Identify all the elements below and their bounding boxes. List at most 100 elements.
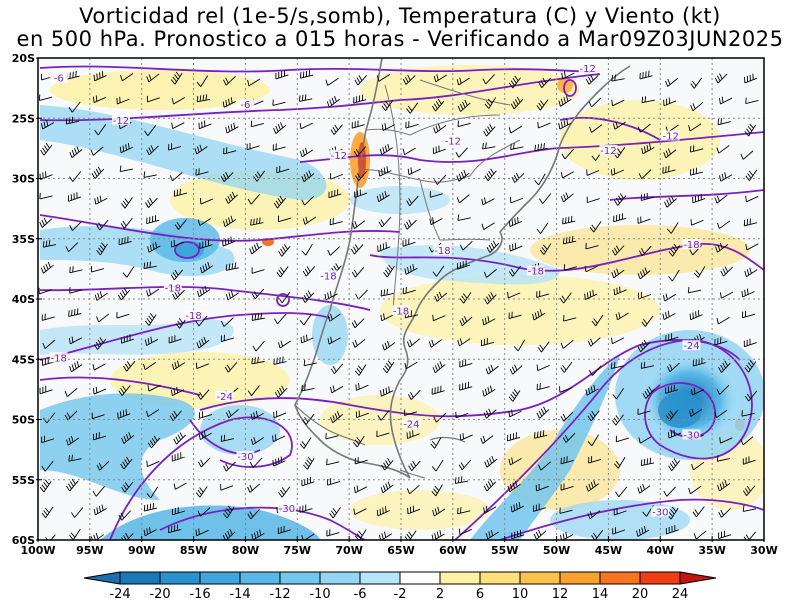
- wind-barb: [247, 483, 261, 493]
- temperature-label-bg: [319, 270, 338, 281]
- wind-barb: [40, 261, 54, 274]
- wind-barb: [483, 505, 497, 514]
- wind-barb: [665, 77, 679, 87]
- wind-barb: [301, 384, 315, 392]
- wind-barb: [41, 435, 55, 444]
- wind-barb: [432, 361, 446, 374]
- temperature-label-bg: [682, 238, 701, 249]
- latitude-label: 25S: [12, 112, 35, 125]
- wind-barb: [381, 99, 394, 111]
- wind-barb: [402, 147, 416, 156]
- wind-barb: [641, 143, 655, 155]
- wind-barb: [459, 316, 473, 327]
- wind-barb: [714, 409, 728, 418]
- wind-barb: [537, 122, 551, 129]
- wind-barb: [353, 485, 368, 494]
- wind-barb: [251, 288, 265, 300]
- latitude-label: 35S: [12, 233, 35, 246]
- wind-barb: [611, 268, 625, 279]
- wind-barb: [719, 291, 734, 299]
- wind-barb: [613, 508, 627, 516]
- wind-barb: [458, 459, 472, 471]
- wind-barb: [96, 313, 110, 323]
- wind-barb: [383, 264, 395, 278]
- colorbar-label: 20: [632, 587, 649, 600]
- wind-barb: [714, 337, 728, 346]
- wind-barb: [406, 195, 419, 207]
- wind-barb: [249, 242, 263, 255]
- colorbar-label: 24: [672, 587, 689, 600]
- wind-barb: [170, 71, 183, 85]
- longitude-labels: 100W 95W 90W 85W 80W 75W 70W 65W 60W 55W 50W 45W 40W…: [20, 536, 778, 557]
- wind-barb: [640, 457, 655, 467]
- colorbar-segment: [479, 571, 521, 585]
- wind-barb: [351, 220, 366, 229]
- temperature-label-bg: [277, 502, 296, 513]
- wind-barb: [667, 429, 682, 439]
- wind-barb: [381, 457, 394, 471]
- temperature-label: -24: [403, 420, 419, 431]
- wind-barb: [663, 148, 677, 159]
- wind-barb: [90, 146, 104, 156]
- wind-barb: [327, 313, 341, 322]
- wind-barb: [561, 148, 574, 160]
- wind-barb: [147, 384, 161, 392]
- wind-barb: [303, 456, 315, 470]
- wind-barb: [688, 123, 702, 132]
- latitude-label: 20S: [12, 52, 35, 65]
- wind-barb: [378, 166, 392, 177]
- wind-barb: [121, 334, 134, 344]
- wind-barb: [561, 71, 575, 80]
- wind-barb: [251, 529, 265, 540]
- wind-barb: [143, 171, 157, 178]
- wind-barb: [39, 217, 53, 228]
- wind-barb: [560, 456, 574, 465]
- wind-barb: [299, 437, 312, 449]
- wind-barb: [406, 484, 420, 495]
- wind-barb: [38, 94, 53, 101]
- wind-barb: [484, 97, 497, 109]
- wind-barb: [220, 434, 234, 442]
- wind-barb: [664, 195, 677, 208]
- wind-barb: [456, 194, 470, 204]
- wind-barb: [220, 484, 234, 491]
- temperature-label-bg: [163, 282, 182, 293]
- wind-barb: [587, 510, 601, 520]
- wind-barb: [589, 221, 602, 233]
- wind-barb: [144, 125, 157, 136]
- wind-barb: [481, 197, 495, 206]
- wind-barb: [482, 74, 495, 85]
- wind-barb: [225, 122, 239, 134]
- wind-barb: [407, 389, 421, 400]
- wind-barb: [510, 96, 524, 110]
- wind-barb: [536, 99, 549, 111]
- wind-barb: [668, 243, 681, 257]
- wind-barb: [534, 143, 548, 152]
- wind-barb: [171, 452, 185, 462]
- wind-barb: [274, 313, 287, 325]
- wind-barb: [586, 196, 600, 204]
- colorbar-label: -16: [189, 587, 210, 600]
- wind-barb: [667, 222, 679, 234]
- wind-barb: [638, 436, 652, 444]
- wind-barb: [225, 262, 239, 271]
- temperature-label-bg: [443, 135, 462, 146]
- wind-barb: [638, 291, 652, 300]
- wind-barb: [741, 288, 755, 298]
- wind-barb: [171, 360, 186, 371]
- wind-barb: [508, 388, 521, 402]
- wind-barb: [354, 457, 368, 465]
- wind-barb: [41, 460, 54, 472]
- wind-barb: [382, 360, 395, 374]
- wind-barb: [173, 482, 187, 490]
- wind-barb: [93, 504, 107, 516]
- wind-barb: [457, 99, 471, 112]
- wind-barb: [688, 485, 702, 495]
- wind-barb: [742, 310, 756, 319]
- wind-barb: [457, 214, 471, 221]
- wind-barb: [168, 335, 182, 344]
- temperature-label: -12: [445, 136, 461, 147]
- wind-barb: [146, 95, 160, 103]
- wind-barb: [197, 507, 211, 517]
- wind-barb: [199, 411, 213, 419]
